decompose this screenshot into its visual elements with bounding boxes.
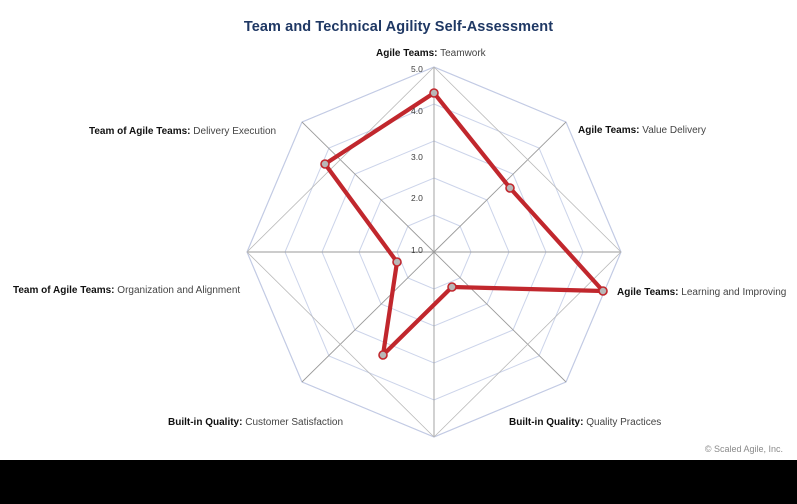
radar-series-self-assessment xyxy=(322,90,606,358)
axis-label-delivery-execution: Team of Agile Teams: Delivery Execution xyxy=(89,126,276,138)
axis-label-customer-satisfaction-group: Built-in Quality: xyxy=(168,417,243,428)
axis-label-organization-and-alignment: Team of Agile Teams: Organization and Al… xyxy=(13,285,240,297)
radial-tick-5: 5.0 xyxy=(411,64,423,74)
radial-tick-1: 1.0 xyxy=(411,245,423,255)
axis-label-delivery-execution-group: Team of Agile Teams: xyxy=(89,126,191,137)
axis-label-organization-name: Organization and Alignment xyxy=(117,285,241,296)
axis-label-organization-group: Team of Agile Teams: xyxy=(13,285,115,296)
axis-label-quality-practices-name: Quality Practices xyxy=(586,417,662,428)
page-title: Team and Technical Agility Self-Assessme… xyxy=(243,19,554,35)
axis-label-learning-name: Learning and Improving xyxy=(681,287,787,298)
axis-label-delivery-execution-name: Delivery Execution xyxy=(193,126,277,137)
axis-label-value-delivery-name: Value Delivery xyxy=(642,125,707,136)
bottom-black-bar xyxy=(0,460,797,504)
axis-label-learning-group: Agile Teams: xyxy=(617,287,679,298)
radar-chart-plot xyxy=(246,66,622,438)
axis-label-teamwork: Agile Teams: Teamwork xyxy=(376,48,486,60)
axis-label-customer-satisfaction-name: Customer Satisfaction xyxy=(245,417,344,428)
axis-label-teamwork-group: Agile Teams: xyxy=(376,48,438,59)
radial-tick-4: 4.0 xyxy=(411,106,423,116)
axis-label-quality-practices: Built-in Quality: Quality Practices xyxy=(509,417,661,429)
radar-spokes xyxy=(247,67,621,437)
radar-chart-card: Team and Technical Agility Self-Assessme… xyxy=(13,19,787,454)
radar-data-markers xyxy=(320,88,608,360)
axis-label-value-delivery-group: Agile Teams: xyxy=(578,125,640,136)
radar-outer-chords xyxy=(246,66,622,438)
copyright-note: © Scaled Agile, Inc. xyxy=(704,444,783,454)
axis-label-teamwork-name: Teamwork xyxy=(440,48,486,59)
radial-tick-2: 2.0 xyxy=(411,193,423,203)
axis-label-customer-satisfaction: Built-in Quality: Customer Satisfaction xyxy=(168,417,343,429)
radial-tick-3: 3.0 xyxy=(411,152,423,162)
axis-label-quality-practices-group: Built-in Quality: xyxy=(509,417,584,428)
axis-label-learning-and-improving: Agile Teams: Learning and Improving xyxy=(617,287,786,299)
axis-label-value-delivery: Agile Teams: Value Delivery xyxy=(578,125,706,137)
